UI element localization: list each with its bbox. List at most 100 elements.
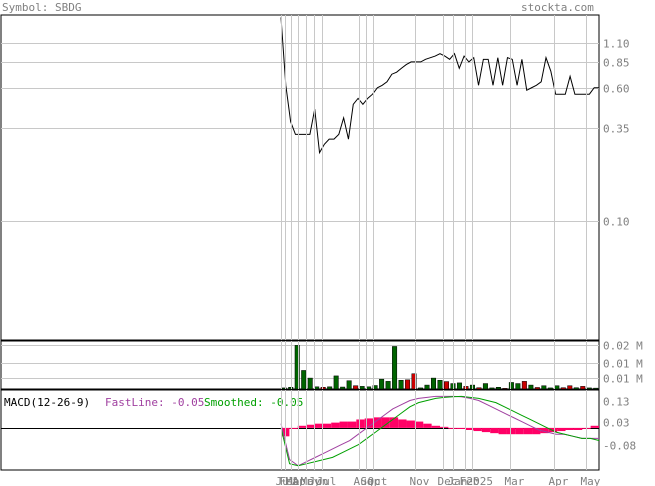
price-tick-label: 0.10 [603,216,630,229]
macd-hist-bar [557,427,566,432]
volume-bar [515,383,521,390]
volume-bar [560,387,566,390]
volume-bar [502,388,508,390]
volume-bar [476,387,482,390]
volume-bar [443,381,449,390]
x-tick-label: Jul [317,475,337,486]
price-tick-label: 0.60 [603,83,630,96]
macd-fast-label: FastLine: -0.05 [105,396,204,409]
volume-bar [567,385,573,390]
macd-hist-bar [465,427,474,430]
volume-bar [301,370,307,390]
macd-hist-bar [532,427,541,435]
macd-panel: MACD(12-26-9) FastLine: -0.05 Smoothed: … [0,389,636,471]
price-frame [0,14,600,341]
macd-smooth-line [280,395,600,467]
volume-bar [372,385,378,390]
volume-bar [573,387,579,390]
macd-hist-bar [540,427,549,434]
macd-tick-label: 0.13 [603,396,630,409]
x-tick-label: Sep [361,475,381,486]
volume-bar [580,386,586,390]
symbol-label: Symbol: SBDG [2,1,81,14]
macd-hist-bar [331,422,340,428]
brand-label: stockta.com [521,1,594,14]
macd-hist-bar [314,423,323,428]
volume-bar [366,386,372,390]
macd-hist-bar [490,427,499,434]
macd-hist-bar [389,417,399,428]
macd-hist-bar [373,417,382,428]
volume-bar [547,387,553,390]
volume-bar [586,387,592,390]
price-panel: 1.10 0.85 0.60 0.35 0.10 [0,14,630,341]
x-tick-label: Mar [505,475,525,486]
volume-bar [482,383,488,390]
x-tick-label: Jan [448,475,468,486]
macd-hist-bar [523,427,533,435]
x-tick-label: May [581,475,601,486]
x-tick-label: May [301,475,321,486]
x-tick-label: Aug [354,475,374,486]
x-tick-label: 2025 [467,475,494,486]
macd-hist-bar [414,421,424,428]
volume-bar [398,380,404,390]
volume-tick-label: 0.01 M [603,373,643,386]
macd-hist-bar [289,427,298,429]
macd-smooth-label: Smoothed: -0.05 [204,396,303,409]
volume-tick-label: 0.02 M [603,340,643,353]
macd-hist-bar [565,427,574,430]
volume-bar [424,384,430,390]
macd-title: MACD(12-26-9) [4,396,90,409]
macd-hist-bar [306,424,315,428]
x-tick-label: Mar [286,475,306,486]
macd-hist-bar [431,425,440,428]
x-tick-label: Apr [293,475,313,486]
macd-hist-bar [456,427,466,429]
volume-bar [359,386,365,390]
macd-hist-bar [448,427,457,429]
macd-hist-bar [515,427,524,435]
volume-bar [450,383,456,390]
price-tick-label: 0.85 [603,57,630,70]
volume-bar [314,386,320,390]
macd-hist-bar [423,423,432,428]
volume-bar [392,346,398,390]
x-tick-label: Apr [549,475,569,486]
macd-hist-bar [347,421,357,428]
volume-bar [307,377,313,390]
macd-hist-bar [322,423,332,428]
x-tick-label: Nov [410,475,430,486]
x-tick-label: Oct [368,475,388,486]
macd-hist-bar [398,419,407,428]
volume-bar [495,387,501,390]
volume-bar [288,387,294,390]
x-tick-label: Jul [276,475,296,486]
volume-bar [327,386,333,390]
macd-hist-bar [406,420,415,428]
volume-bar [593,387,599,390]
volume-bar [346,380,352,390]
macd-hist-bar [498,427,507,435]
volume-bar [489,387,495,390]
macd-hist-bar [573,427,583,430]
volume-bar [437,380,443,390]
volume-bar [333,375,339,390]
price-tick-label: 1.10 [603,38,630,51]
volume-bar [456,382,462,390]
macd-frame [0,389,600,471]
macd-hist-bar [506,427,516,435]
volume-bar [541,385,547,390]
volume-panel: 0.02 M 0.01 M 0.01 M [0,340,643,390]
macd-fast-line [280,395,599,467]
volume-bar [405,379,411,390]
macd-hist-bar [548,427,558,433]
macd-tick-label: 0.03 [603,417,630,430]
volume-bar [385,381,391,390]
volume-bar [353,385,359,390]
x-tick-label: Jun [309,475,329,486]
volume-bar [379,378,385,390]
macd-hist-bar [297,425,307,428]
macd-hist-bar [356,419,365,428]
volume-bar [508,382,514,390]
